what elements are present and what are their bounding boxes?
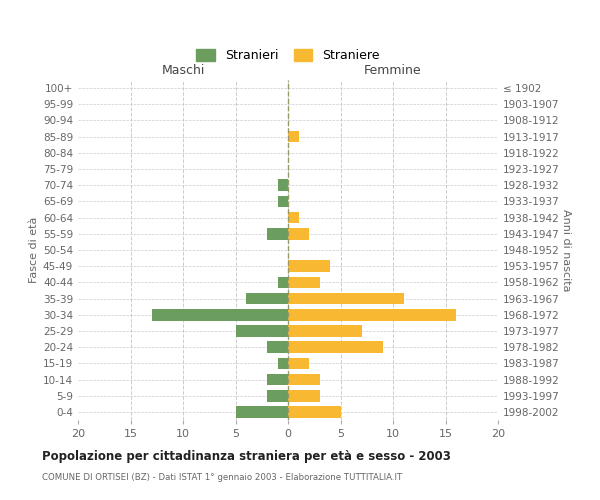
Bar xyxy=(277,180,288,191)
Bar xyxy=(288,212,299,224)
Bar xyxy=(267,374,288,386)
Bar xyxy=(151,309,288,320)
Y-axis label: Fasce di età: Fasce di età xyxy=(29,217,39,283)
Bar xyxy=(288,292,404,304)
Bar xyxy=(288,358,309,369)
Text: Popolazione per cittadinanza straniera per età e sesso - 2003: Popolazione per cittadinanza straniera p… xyxy=(42,450,451,463)
Bar xyxy=(267,342,288,353)
Bar xyxy=(288,406,341,417)
Bar xyxy=(277,358,288,369)
Bar xyxy=(235,406,288,417)
Bar xyxy=(288,131,299,142)
Bar xyxy=(288,374,320,386)
Bar xyxy=(277,276,288,288)
Bar xyxy=(288,260,330,272)
Bar xyxy=(267,228,288,239)
Bar xyxy=(288,309,456,320)
Text: Femmine: Femmine xyxy=(364,64,422,76)
Bar xyxy=(246,292,288,304)
Bar xyxy=(267,390,288,402)
Text: COMUNE DI ORTISEI (BZ) - Dati ISTAT 1° gennaio 2003 - Elaborazione TUTTITALIA.IT: COMUNE DI ORTISEI (BZ) - Dati ISTAT 1° g… xyxy=(42,472,402,482)
Legend: Stranieri, Straniere: Stranieri, Straniere xyxy=(193,46,383,66)
Bar xyxy=(235,325,288,337)
Bar xyxy=(277,196,288,207)
Bar xyxy=(288,276,320,288)
Text: Maschi: Maschi xyxy=(161,64,205,76)
Y-axis label: Anni di nascita: Anni di nascita xyxy=(561,209,571,291)
Bar xyxy=(288,228,309,239)
Bar xyxy=(288,325,361,337)
Bar xyxy=(288,342,383,353)
Bar xyxy=(288,390,320,402)
